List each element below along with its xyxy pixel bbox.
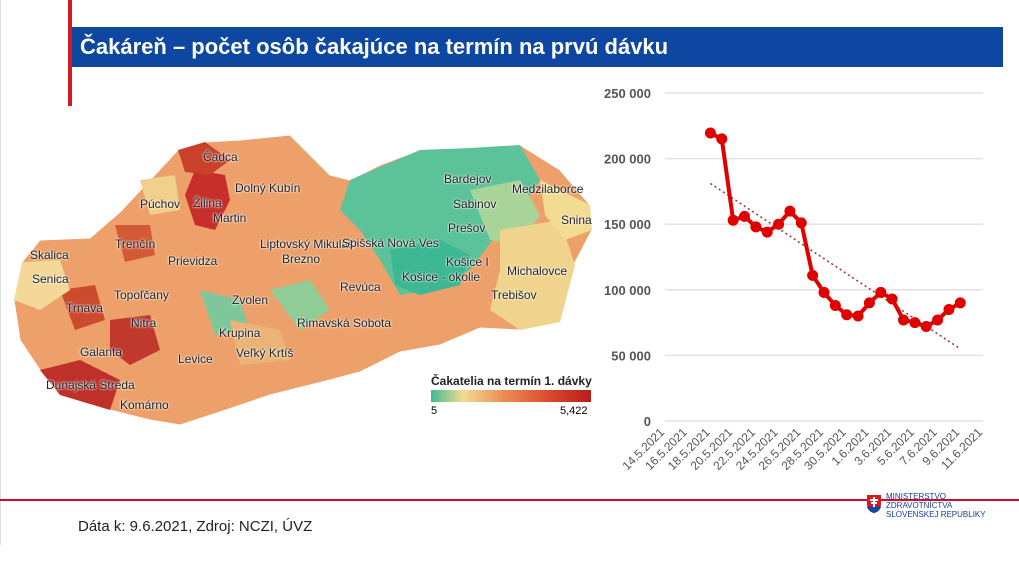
district-label: Skalica	[30, 248, 69, 262]
data-point	[829, 300, 841, 312]
data-point	[909, 317, 921, 329]
district-label: Košice - okolie	[402, 270, 481, 284]
y-tick-label: 200 000	[604, 152, 651, 167]
y-tick-label: 100 000	[604, 283, 651, 298]
data-point	[886, 293, 898, 305]
data-point	[954, 297, 966, 309]
data-point	[932, 314, 944, 326]
data-point	[898, 314, 909, 326]
page-title: Čakáreň – počet osôb čakajúce na termín …	[68, 27, 1003, 67]
data-point	[852, 310, 864, 322]
ministry-line1: MINISTERSTVO	[886, 492, 947, 501]
data-point	[841, 309, 853, 321]
district-label: Krupina	[219, 326, 261, 340]
data-source: Dáta k: 9.6.2021, Zdroj: NCZI, ÚVZ	[78, 518, 313, 535]
series-line	[709, 131, 962, 329]
data-point	[863, 297, 875, 309]
ministry-line3: SLOVENSKEJ REPUBLIKY	[886, 510, 986, 519]
y-tick-label: 150 000	[604, 217, 651, 232]
district-label: Snina	[561, 213, 592, 227]
legend-min: 5	[431, 405, 438, 417]
district-label: Dolný Kubín	[235, 181, 301, 195]
data-point	[739, 210, 750, 222]
district-label: Trebišov	[491, 288, 537, 302]
district-label: Medzilaborce	[512, 182, 584, 196]
footer-line	[0, 499, 1019, 501]
data-point	[795, 217, 807, 229]
left-border	[0, 0, 1, 545]
ministry-line2: ZDRAVOTNÍCTVA	[886, 501, 953, 510]
data-point	[750, 221, 762, 233]
district-label: Zvolen	[232, 293, 269, 307]
district-label: Bardejov	[444, 172, 492, 186]
data-point	[784, 205, 796, 217]
district-label: Galanta	[80, 345, 123, 359]
legend-color-scale	[431, 390, 591, 402]
district-label: Nitra	[131, 316, 157, 330]
district-label: Topoľčany	[114, 288, 169, 302]
data-point	[773, 218, 785, 230]
district-label: Čadca	[203, 150, 238, 164]
y-tick-label: 250 000	[604, 86, 651, 101]
district-label: Púchov	[140, 197, 181, 211]
district-label: Levice	[178, 352, 213, 366]
district-label: Senica	[32, 272, 69, 286]
district-label: Prešov	[448, 221, 486, 235]
district-label: Komárno	[120, 398, 169, 412]
slovakia-map	[13, 134, 593, 426]
ministry-logo-text: MINISTERSTVO ZDRAVOTNÍCTVA SLOVENSKEJ RE…	[886, 492, 986, 519]
district-label: Revúca	[340, 280, 381, 294]
district-label: Dunajská Streda	[46, 378, 135, 392]
district-label: Prievidza	[168, 254, 218, 268]
coat-of-arms-icon	[867, 495, 881, 513]
district-label: Sabinov	[453, 197, 497, 211]
data-point	[704, 127, 716, 139]
legend-title: Čakatelia na termín 1. dávky	[431, 374, 592, 388]
district-label: Brezno	[282, 252, 321, 266]
data-point	[943, 303, 955, 315]
data-point	[761, 226, 773, 238]
district-label: Liptovský Mikuláš	[260, 237, 355, 251]
data-point	[875, 286, 887, 298]
data-point	[807, 269, 819, 281]
legend-max: 5,422	[560, 405, 588, 417]
district-label: Žilina	[193, 196, 222, 210]
district-label: Trnava	[66, 301, 103, 315]
district-label: Trenčín	[115, 237, 156, 251]
district-label: Košice I	[446, 255, 489, 269]
data-point	[920, 321, 932, 333]
district-label: Rimavská Sobota	[297, 316, 392, 330]
data-point	[818, 286, 830, 298]
y-tick-label: 50 000	[611, 348, 651, 363]
y-tick-label: 0	[644, 414, 651, 429]
district-label: Veľký Krtíš	[236, 346, 294, 360]
data-point	[716, 133, 728, 145]
accent-line	[68, 0, 72, 106]
district-label: Michalovce	[507, 264, 568, 278]
data-point	[727, 214, 739, 226]
district-label: Martin	[213, 211, 247, 225]
district-label: Spišská Nová Ves	[342, 236, 439, 250]
